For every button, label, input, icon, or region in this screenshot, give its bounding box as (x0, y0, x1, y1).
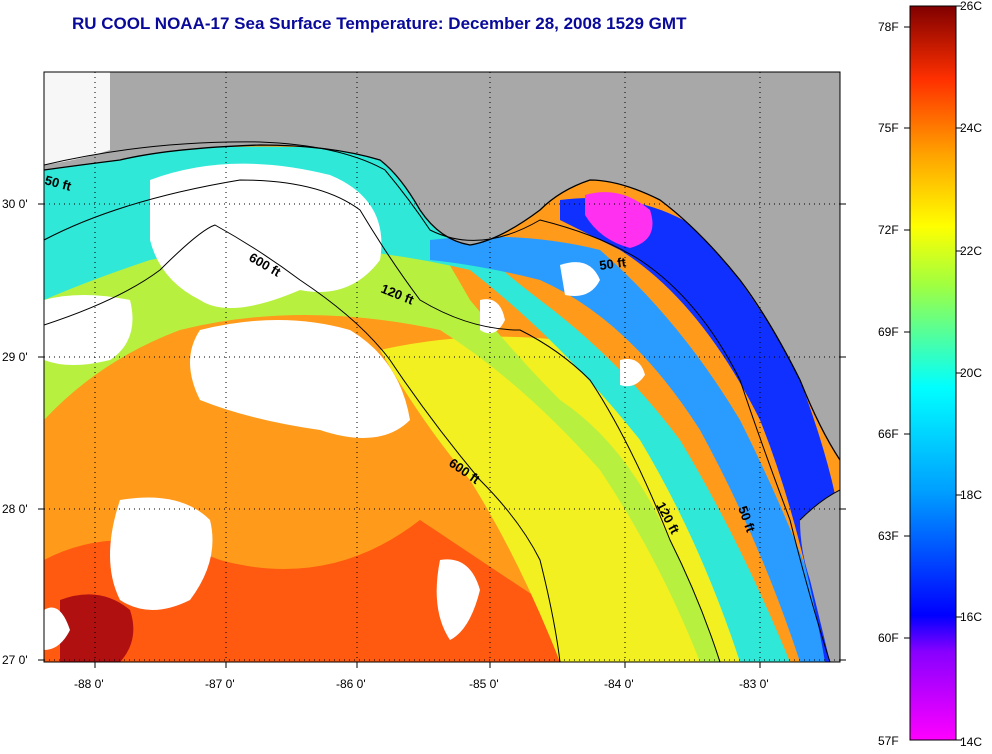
land-mass (800, 490, 840, 662)
map-title: RU COOL NOAA-17 Sea Surface Temperature:… (72, 14, 687, 33)
colorbar (909, 5, 957, 741)
colorbar-c-label: 14C (960, 735, 982, 749)
colorbar-f-label: 78F (878, 20, 899, 34)
isobath-label: 50 ft (43, 172, 73, 194)
cloud-area (480, 299, 505, 334)
colorbar-c-label: 26C (960, 0, 982, 13)
land-mass (44, 72, 110, 165)
colorbar-c-label: 18C (960, 488, 982, 502)
lon-tick-label: -85 0' (469, 677, 499, 691)
lon-tick-label: -87 0' (205, 677, 235, 691)
colorbar-c-label: 24C (960, 121, 982, 135)
cloud-area (436, 559, 480, 640)
colorbar-f-label: 60F (878, 631, 899, 645)
cloud-area (44, 607, 70, 650)
cloud-area (110, 497, 213, 610)
sst-zone-darkred (60, 594, 134, 662)
lon-tick-label: -88 0' (74, 677, 104, 691)
sst-zone-blue (560, 198, 840, 662)
isobath-50ft (44, 141, 831, 662)
colorbar-ticks (904, 5, 962, 741)
cloud-area (190, 320, 410, 438)
colorbar-f-label: 57F (878, 734, 899, 748)
coastline (44, 144, 840, 461)
colorbar-f-label: 63F (878, 529, 899, 543)
colorbar-c-label: 20C (960, 366, 982, 380)
sst-zone-lightblue (430, 236, 840, 662)
isobath-label: 50 ft (598, 254, 627, 273)
lat-tick-label: 30 0' (2, 197, 28, 211)
lat-tick-label: 27 0' (2, 653, 28, 667)
isobath-600ft (44, 224, 561, 662)
lat-lon-grid (44, 72, 840, 662)
coastline (799, 489, 840, 521)
lat-tick-label: 29 0' (2, 350, 28, 364)
colorbar-c-label: 22C (960, 244, 982, 258)
colorbar-f-label: 75F (878, 121, 899, 135)
sst-zone-cyan (44, 146, 790, 662)
cloud-area (620, 359, 645, 387)
lon-tick-label: -84 0' (604, 677, 634, 691)
lat-tick-label: 28 0' (2, 502, 28, 516)
cloud-area (560, 262, 600, 296)
axis-ticks (38, 203, 846, 668)
cloud-area (44, 295, 133, 365)
lon-tick-label: -83 0' (739, 677, 769, 691)
colorbar-f-label: 72F (878, 223, 899, 237)
colorbar-f-label: 69F (878, 325, 899, 339)
map-frame (43, 71, 841, 663)
cloud-area (150, 163, 382, 308)
colorbar-c-label: 16C (960, 610, 982, 624)
sst-zone-yellow (380, 336, 740, 662)
colorbar-f-label: 66F (878, 427, 899, 441)
isobath-120ft (44, 179, 721, 662)
land-mass (44, 72, 840, 460)
sst-zone-magenta (585, 192, 653, 248)
lon-tick-label: -86 0' (336, 677, 366, 691)
